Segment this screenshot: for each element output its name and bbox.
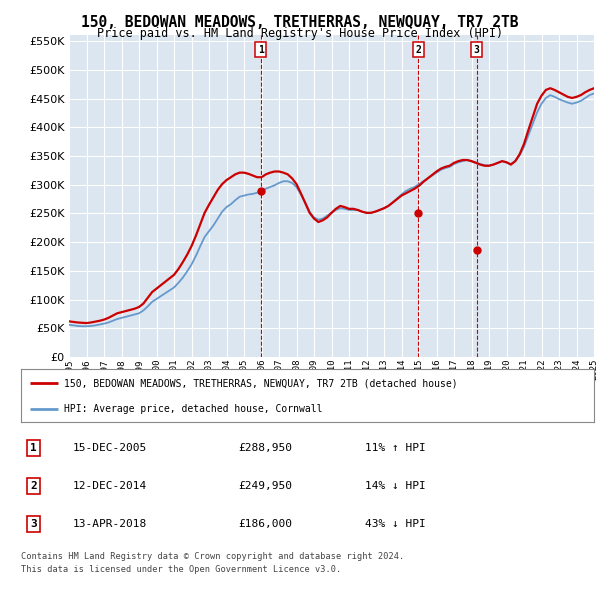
Text: 15-DEC-2005: 15-DEC-2005 bbox=[73, 443, 147, 453]
Text: 14% ↓ HPI: 14% ↓ HPI bbox=[365, 481, 425, 491]
Text: 43% ↓ HPI: 43% ↓ HPI bbox=[365, 519, 425, 529]
Text: Contains HM Land Registry data © Crown copyright and database right 2024.: Contains HM Land Registry data © Crown c… bbox=[21, 552, 404, 561]
Text: This data is licensed under the Open Government Licence v3.0.: This data is licensed under the Open Gov… bbox=[21, 565, 341, 574]
Text: 1: 1 bbox=[258, 45, 264, 55]
Text: £249,950: £249,950 bbox=[239, 481, 293, 491]
Text: 3: 3 bbox=[30, 519, 37, 529]
Text: 2: 2 bbox=[415, 45, 421, 55]
Text: £288,950: £288,950 bbox=[239, 443, 293, 453]
Text: 150, BEDOWAN MEADOWS, TRETHERRAS, NEWQUAY, TR7 2TB (detached house): 150, BEDOWAN MEADOWS, TRETHERRAS, NEWQUA… bbox=[64, 378, 458, 388]
Text: 11% ↑ HPI: 11% ↑ HPI bbox=[365, 443, 425, 453]
Text: 3: 3 bbox=[473, 45, 479, 55]
Text: £186,000: £186,000 bbox=[239, 519, 293, 529]
Text: HPI: Average price, detached house, Cornwall: HPI: Average price, detached house, Corn… bbox=[64, 404, 322, 414]
Text: 13-APR-2018: 13-APR-2018 bbox=[73, 519, 147, 529]
Text: 150, BEDOWAN MEADOWS, TRETHERRAS, NEWQUAY, TR7 2TB: 150, BEDOWAN MEADOWS, TRETHERRAS, NEWQUA… bbox=[81, 15, 519, 30]
Text: 12-DEC-2014: 12-DEC-2014 bbox=[73, 481, 147, 491]
Text: 2: 2 bbox=[30, 481, 37, 491]
Text: 1: 1 bbox=[30, 443, 37, 453]
Text: Price paid vs. HM Land Registry's House Price Index (HPI): Price paid vs. HM Land Registry's House … bbox=[97, 27, 503, 40]
